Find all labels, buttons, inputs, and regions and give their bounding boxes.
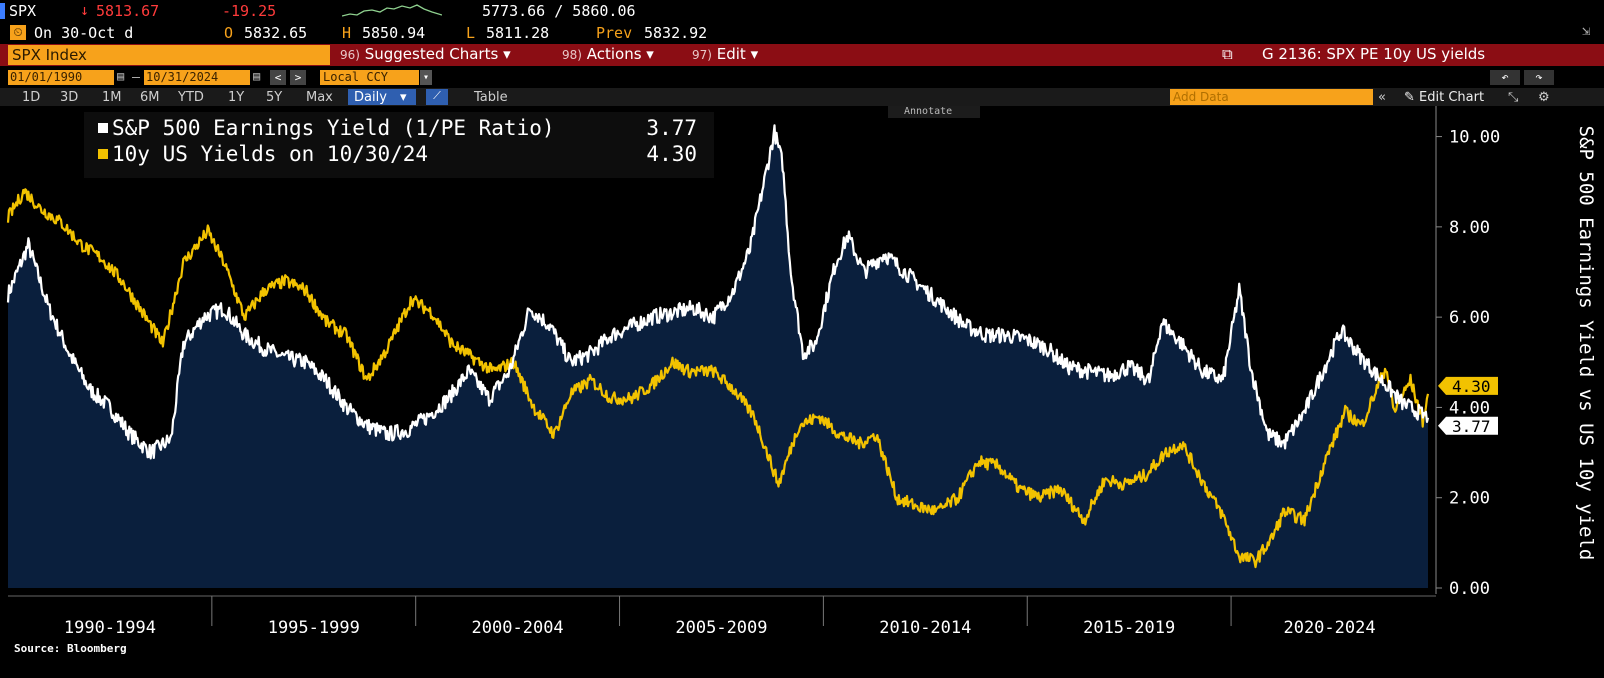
edit-chart-button[interactable]: ✎ Edit Chart [1404,90,1485,105]
period-5y[interactable]: 5Y [266,90,283,105]
x-tick-label: 2010-2014 [879,618,971,638]
function-bar: SPX Index 96) Suggested Charts ▾ 98) Act… [0,44,1604,66]
high-value: 5850.94 [362,24,426,42]
x-tick-label: 2000-2004 [472,618,564,638]
ohlc-bar: ⏲ On 30-Oct d O 5832.65 H 5850.94 L 5811… [0,22,1604,44]
period-bar: 1D 3D 1M 6M YTD 1Y 5Y Max Daily ▾ ⟋ Tabl… [0,88,1604,106]
add-data-input[interactable]: Add Data [1170,89,1373,105]
down-arrow-icon: ↓ [80,1,90,19]
period-6m[interactable]: 6M [140,90,160,105]
annotate-tab[interactable] [888,104,980,118]
open-external-icon[interactable]: ⧉ [1222,45,1233,63]
legend-us10y-value: 4.30 [646,142,697,166]
currency-select[interactable]: Local CCY [320,70,419,85]
period-max[interactable]: Max [306,90,333,105]
low-label: L [466,24,476,42]
earnings-last-tag-label: 3.77 [1452,417,1491,436]
x-tick-label: 2005-2009 [675,618,767,638]
period-1d[interactable]: 1D [22,90,41,105]
y-tick-label: 6.00 [1449,308,1490,328]
edit-menu[interactable]: 97) Edit ▾ [692,45,759,63]
net-change: -19.25 [222,2,277,20]
period-3d[interactable]: 3D [60,90,79,105]
next-period-icon[interactable]: > [290,70,306,85]
calendar-icon[interactable]: ▤ [117,69,125,83]
frequency-label: Daily [354,90,387,105]
plot-area [6,124,1430,589]
x-tick-label: 1995-1999 [268,618,360,638]
us10y-last-tag [1438,376,1498,395]
period-ytd[interactable]: YTD [178,90,204,105]
time-icon: ⏲ [10,25,26,40]
y-tick-label: 4.00 [1449,398,1490,418]
sparkline-icon [342,4,442,17]
date-separator [132,77,140,78]
period-1y[interactable]: 1Y [228,90,245,105]
suggested-charts-menu[interactable]: 96) Suggested Charts ▾ [340,45,511,63]
source-label: Source: Bloomberg [14,642,127,655]
export-icon[interactable]: ⇲ [1582,23,1591,39]
quote-bar: SPX ↓ 5813.67 -19.25 5773.66 / 5860.06 [0,0,1604,22]
date-range-bar: 01/01/1990 ▤ 10/31/2024 ▤ < > Local CCY … [0,68,1604,88]
prev-period-icon[interactable]: < [270,70,286,85]
prev-label: Prev [596,24,633,42]
chart-title: G 2136: SPX PE 10y US yields [1262,45,1486,63]
security-marker [0,3,5,19]
table-button[interactable]: Table [474,90,508,105]
end-date-input[interactable]: 10/31/2024 [144,70,250,85]
earnings-last-tag [1438,416,1498,435]
zoom-icon[interactable]: ⤡ [1508,90,1519,105]
chart-type-icon[interactable]: ⟋ [426,89,448,105]
legend-us10y-label: 10y US Yields on 10/30/24 [112,142,428,166]
open-value: 5832.65 [244,24,308,42]
security-field[interactable]: SPX Index [8,45,330,65]
y-tick-label: 8.00 [1449,218,1490,238]
y-tick-label: 2.00 [1449,489,1490,509]
earnings-yield-area [8,125,1428,589]
legend-earnings-label: S&P 500 Earnings Yield (1/PE Ratio) [112,116,555,140]
calendar-icon[interactable]: ▤ [253,69,261,83]
chevron-down-icon: ▾ [400,90,407,105]
frequency-select[interactable] [348,89,416,105]
start-date-input[interactable]: 01/01/1990 [8,70,114,85]
us10y-last-tag-label: 4.30 [1452,377,1491,396]
low-value: 5811.28 [486,24,550,42]
y-axis-title: S&P 500 Earnings Yield vs US 10y yield [1575,126,1597,561]
annotate-label: Annotate [904,106,952,117]
gear-icon[interactable]: ⚙ [1538,90,1550,105]
x-tick-label: 2020-2024 [1283,618,1375,638]
redo-icon[interactable]: ↷ [1524,70,1554,85]
prev-value: 5832.92 [644,24,708,42]
high-label: H [342,24,352,42]
x-tick-label: 1990-1994 [64,618,156,638]
legend-earnings-value: 3.77 [646,116,697,140]
chevron-down-icon[interactable]: ▾ [420,70,432,85]
last-price: 5813.67 [96,2,160,20]
legend-box [84,112,714,178]
undo-icon[interactable]: ↶ [1490,70,1520,85]
earnings-yield-line [6,124,1430,460]
legend-swatch-us10y [98,149,108,159]
chart-area: 0.00 2.00 4.00 6.00 8.00 10.00 4.30 3.77 1990-19… [0,104,1604,674]
day-range: 5773.66 / 5860.06 [482,2,636,20]
y-tick-label: 10.00 [1449,128,1500,148]
quote-date: On 30-Oct d [34,24,134,42]
legend-swatch-earnings [98,123,108,133]
x-tick-label: 2015-2019 [1083,618,1175,638]
yield-chart: 0.002.004.006.008.0010.004.303.771990-19… [0,104,1604,674]
open-label: O [224,24,234,42]
actions-menu[interactable]: 98) Actions ▾ [562,45,654,63]
axes: 0.002.004.006.008.0010.004.303.771990-19… [8,106,1500,638]
period-1m[interactable]: 1M [102,90,122,105]
y-tick-label: 0.00 [1449,579,1490,599]
ticker[interactable]: SPX [9,2,37,20]
us10y-line [6,188,1430,569]
collapse-icon[interactable]: « [1378,90,1386,105]
